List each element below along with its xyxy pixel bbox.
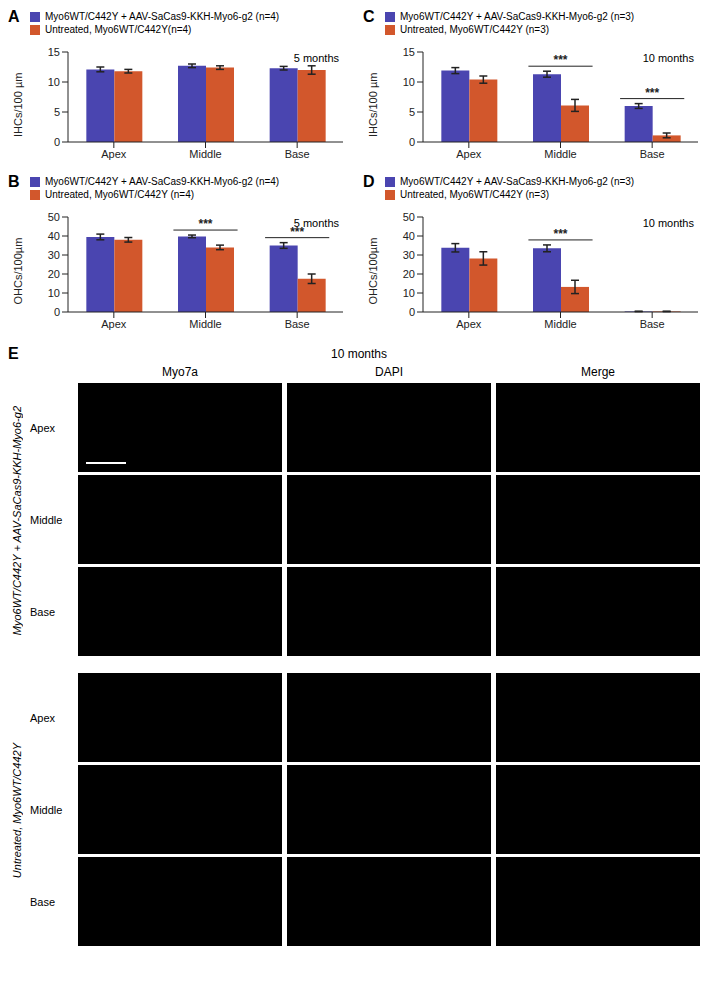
- svg-text:10: 10: [48, 287, 60, 299]
- svg-text:***: ***: [553, 227, 567, 241]
- html-text:Myo6WT/C442Y + AAV-SaCas9-KKH-: Myo6WT/C442Y + AAV-SaCas9-KKH-Myo6-g2: [11, 406, 23, 636]
- svg-text:40: 40: [403, 230, 415, 242]
- html-text:Myo6WT/C442Y + AAV-SaCas9-KKH-: Myo6WT/C442Y + AAV-SaCas9-KKH-Myo6-g2 (n…: [400, 11, 635, 22]
- html-text:Myo6WT/C442Y + AAV-SaCas9-KKH-: Myo6WT/C442Y + AAV-SaCas9-KKH-Myo6-g2 (n…: [400, 176, 635, 187]
- svg-text:30: 30: [48, 249, 60, 261]
- html-text:Apex: Apex: [30, 712, 56, 724]
- svg-text:Middle: Middle: [189, 318, 221, 330]
- svg-text:15: 15: [403, 46, 415, 58]
- svg-text:Apex: Apex: [456, 318, 482, 330]
- svg-text:5: 5: [54, 106, 60, 118]
- html-text:10 months: 10 months: [642, 52, 694, 64]
- svg-text:Middle: Middle: [544, 148, 576, 160]
- svg-text:0: 0: [54, 306, 60, 318]
- svg-text:30: 30: [403, 249, 415, 261]
- html-text:5 months: 5 months: [293, 217, 339, 229]
- svg-text:10: 10: [403, 287, 415, 299]
- html-text:Myo7a: Myo7a: [162, 365, 198, 379]
- svg-text:Middle: Middle: [189, 148, 221, 160]
- html-text:Base: Base: [30, 606, 56, 618]
- html-text:E: E: [8, 345, 19, 362]
- html-text:Untreated, Myo6WT/C442Y: Untreated, Myo6WT/C442Y: [11, 743, 23, 879]
- svg-text:20: 20: [48, 268, 60, 280]
- svg-text:***: ***: [645, 86, 659, 100]
- svg-text:IHCs/100 µm: IHCs/100 µm: [367, 73, 379, 137]
- html-text:Apex: Apex: [30, 422, 56, 434]
- svg-text:15: 15: [48, 46, 60, 58]
- svg-text:***: ***: [553, 53, 567, 67]
- svg-text:Base: Base: [640, 148, 665, 160]
- svg-text:10: 10: [403, 76, 415, 88]
- svg-text:***: ***: [198, 217, 212, 231]
- html-text:Merge: Merge: [581, 365, 615, 379]
- svg-text:0: 0: [54, 136, 60, 148]
- svg-text:5: 5: [409, 106, 415, 118]
- svg-text:Base: Base: [640, 318, 665, 330]
- svg-text:50: 50: [403, 211, 415, 223]
- html-text:Untreated, Myo6WT/C442Y (n=3): Untreated, Myo6WT/C442Y (n=3): [400, 24, 550, 35]
- html-text:5 months: 5 months: [293, 52, 339, 64]
- html-text:C: C: [363, 8, 375, 25]
- svg-text:OHCs/100µm: OHCs/100µm: [12, 238, 24, 305]
- html-text:Middle: Middle: [30, 514, 63, 526]
- svg-text:50: 50: [48, 211, 60, 223]
- svg-text:Apex: Apex: [101, 148, 127, 160]
- html-text:10 months: 10 months: [642, 217, 694, 229]
- svg-text:Apex: Apex: [101, 318, 127, 330]
- html-text:D: D: [363, 173, 375, 190]
- svg-text:OHCs/100µm: OHCs/100µm: [367, 238, 379, 305]
- html-text:Myo6WT/C442Y + AAV-SaCas9-KKH-: Myo6WT/C442Y + AAV-SaCas9-KKH-Myo6-g2 (n…: [45, 176, 280, 187]
- svg-text:Base: Base: [285, 318, 310, 330]
- svg-text:Base: Base: [285, 148, 310, 160]
- html-text:Untreated, Myo6WT/C442Y (n=3): Untreated, Myo6WT/C442Y (n=3): [400, 189, 550, 200]
- html-text:Myo6WT/C442Y + AAV-SaCas9-KKH-: Myo6WT/C442Y + AAV-SaCas9-KKH-Myo6-g2 (n…: [45, 11, 280, 22]
- svg-text:IHCs/100 µm: IHCs/100 µm: [12, 73, 24, 137]
- html-text:Untreated, Myo6WT/C442Y (n=4): Untreated, Myo6WT/C442Y (n=4): [45, 189, 195, 200]
- svg-text:0: 0: [409, 306, 415, 318]
- html-text:Untreated, Myo6WT/C442Y(n=4): Untreated, Myo6WT/C442Y(n=4): [45, 24, 192, 35]
- html-text:10 months: 10 months: [331, 347, 387, 361]
- svg-text:Middle: Middle: [544, 318, 576, 330]
- html-text:A: A: [8, 8, 20, 25]
- svg-text:20: 20: [403, 268, 415, 280]
- svg-text:40: 40: [48, 230, 60, 242]
- svg-text:0: 0: [409, 136, 415, 148]
- html-text:Middle: Middle: [30, 804, 63, 816]
- html-text:Base: Base: [30, 896, 56, 908]
- html-text:DAPI: DAPI: [375, 365, 403, 379]
- svg-text:10: 10: [48, 76, 60, 88]
- svg-text:***: ***: [290, 225, 304, 239]
- svg-text:Apex: Apex: [456, 148, 482, 160]
- html-text:B: B: [8, 173, 20, 190]
